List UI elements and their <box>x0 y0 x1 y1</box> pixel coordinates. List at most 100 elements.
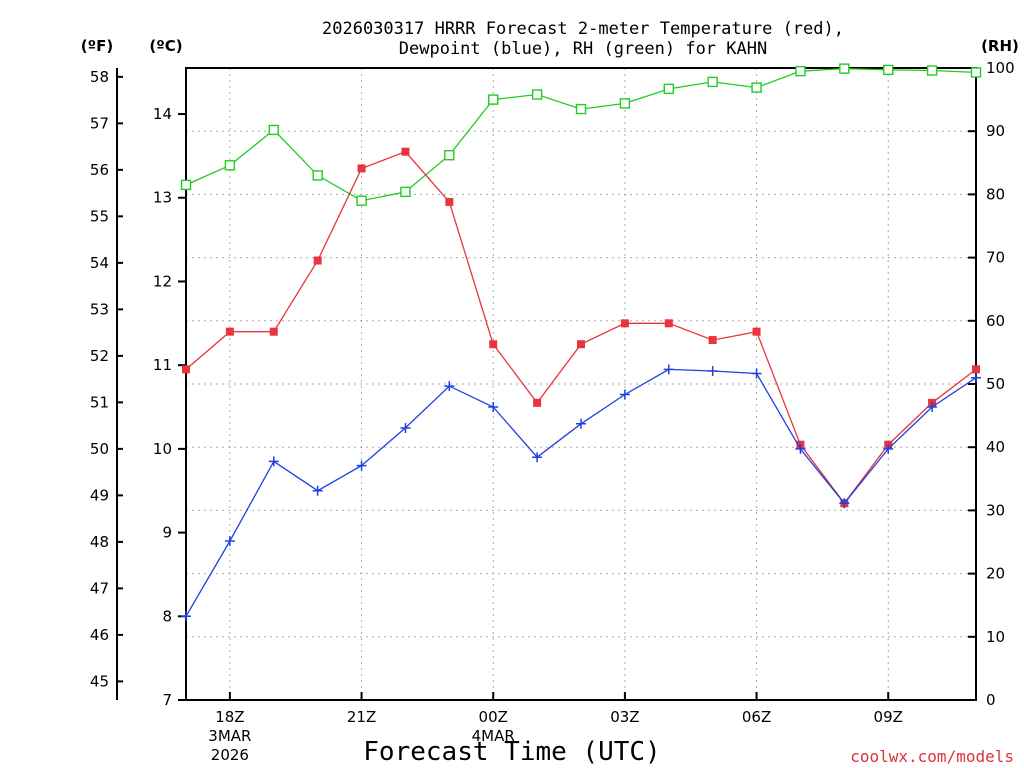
temperature-series <box>182 147 980 508</box>
rh-point <box>795 65 806 77</box>
rh-point <box>751 82 762 93</box>
dewpoint-point <box>576 418 586 429</box>
dewpoint-point <box>532 452 543 463</box>
fahrenheit-tick-label: 57 <box>90 114 109 132</box>
data-series <box>180 63 982 622</box>
temperature-point <box>752 327 761 336</box>
celsius-tick-label: 8 <box>162 607 172 625</box>
x-tick-label: 00Z <box>479 708 508 726</box>
temperature-point <box>445 197 454 206</box>
x-tick-date-label: 4MAR <box>472 727 515 745</box>
dewpoint-point <box>181 611 191 622</box>
plot-frame <box>185 67 977 701</box>
rh-point <box>663 83 674 95</box>
dewpoint-point <box>839 498 850 509</box>
rh-point <box>531 89 543 100</box>
celsius-tick-label: 11 <box>153 356 172 374</box>
dewpoint-point <box>400 422 411 433</box>
rh-point <box>970 67 982 78</box>
axes <box>116 67 977 701</box>
fahrenheit-tick-label: 46 <box>90 626 109 644</box>
fahrenheit-tick-label: 51 <box>90 393 109 411</box>
chart-title-line1: 2026030317 HRRR Forecast 2-meter Tempera… <box>322 19 844 39</box>
rh-tick-label: 60 <box>986 312 1005 330</box>
temperature-line <box>185 150 977 505</box>
rh-unit-label: (RH) <box>981 37 1019 55</box>
rh-point <box>180 179 192 191</box>
dewpoint-line <box>185 368 977 617</box>
rh-point <box>400 186 411 198</box>
celsius-tick-label: 14 <box>153 105 172 123</box>
rh-tick-label: 90 <box>986 122 1005 140</box>
temperature-point <box>577 340 585 349</box>
dewpoint-point <box>795 443 806 454</box>
dewpoint-point <box>883 443 894 454</box>
celsius-tick-label: 12 <box>153 272 172 290</box>
fahrenheit-tick-label: 54 <box>90 254 109 272</box>
dewpoint-point <box>751 368 762 379</box>
rh-point <box>619 98 631 109</box>
fahrenheit-tick-label: 47 <box>90 579 109 597</box>
dewpoint-point <box>663 364 674 375</box>
rh-point <box>707 76 718 88</box>
dewpoint-point <box>444 381 455 392</box>
dewpoint-series <box>181 364 981 622</box>
fahrenheit-tick-label: 56 <box>90 161 109 179</box>
fahrenheit-tick-label: 50 <box>90 440 109 458</box>
fahrenheit-tick-label: 52 <box>90 347 109 365</box>
rh-series <box>180 63 982 206</box>
x-tick-label: 09Z <box>874 708 903 726</box>
temperature-point <box>225 327 234 336</box>
rh-tick-label: 80 <box>986 185 1005 203</box>
rh-tick-label: 40 <box>986 438 1005 456</box>
dewpoint-point <box>312 485 323 496</box>
temperature-point <box>182 365 190 374</box>
rh-tick-label: 100 <box>986 59 1015 77</box>
fahrenheit-tick-label: 45 <box>90 672 109 690</box>
celsius-tick-label: 7 <box>162 691 172 709</box>
x-tick-date-label: 3MAR <box>208 727 251 745</box>
rh-tick-label: 70 <box>986 249 1005 267</box>
dewpoint-point <box>927 402 938 413</box>
x-tick-label: 21Z <box>347 708 376 726</box>
dewpoint-point <box>619 389 630 400</box>
x-axis-label: Forecast Time (UTC) <box>363 737 660 767</box>
temperature-point <box>489 340 498 349</box>
rh-point <box>926 65 938 76</box>
dewpoint-point <box>707 366 718 377</box>
rh-point <box>839 63 850 74</box>
rh-point <box>444 150 455 161</box>
temperature-point <box>620 319 629 328</box>
temperature-point <box>708 336 717 345</box>
rh-point <box>883 64 894 76</box>
dewpoint-point <box>268 456 279 467</box>
celsius-tick-label: 9 <box>162 524 172 542</box>
rh-tick-label: 30 <box>986 501 1005 519</box>
fahrenheit-tick-label: 49 <box>90 486 109 504</box>
fahrenheit-tick-label: 55 <box>90 207 109 225</box>
credit-link[interactable]: coolwx.com/models <box>850 747 1014 766</box>
rh-point <box>575 103 587 115</box>
grid-lines <box>186 68 976 700</box>
rh-line <box>185 67 977 202</box>
temperature-point <box>664 319 673 328</box>
fahrenheit-unit-label: (ºF) <box>81 37 113 55</box>
rh-tick-label: 0 <box>986 691 996 709</box>
chart-title-line2: Dewpoint (blue), RH (green) for KAHN <box>399 39 767 59</box>
temperature-point <box>357 164 366 173</box>
rh-point <box>224 160 236 171</box>
temperature-point <box>269 327 278 336</box>
temperature-point <box>313 256 322 265</box>
x-tick-year-label: 2026 <box>211 746 249 764</box>
temperature-point <box>972 365 980 374</box>
rh-tick-label: 10 <box>986 628 1005 646</box>
x-tick-label: 03Z <box>610 708 639 726</box>
celsius-tick-label: 10 <box>153 440 172 458</box>
rh-tick-label: 20 <box>986 565 1005 583</box>
dewpoint-point <box>488 402 499 413</box>
fahrenheit-tick-label: 48 <box>90 533 109 551</box>
temperature-point <box>533 398 542 407</box>
dewpoint-point <box>971 372 981 383</box>
rh-point <box>356 195 367 206</box>
